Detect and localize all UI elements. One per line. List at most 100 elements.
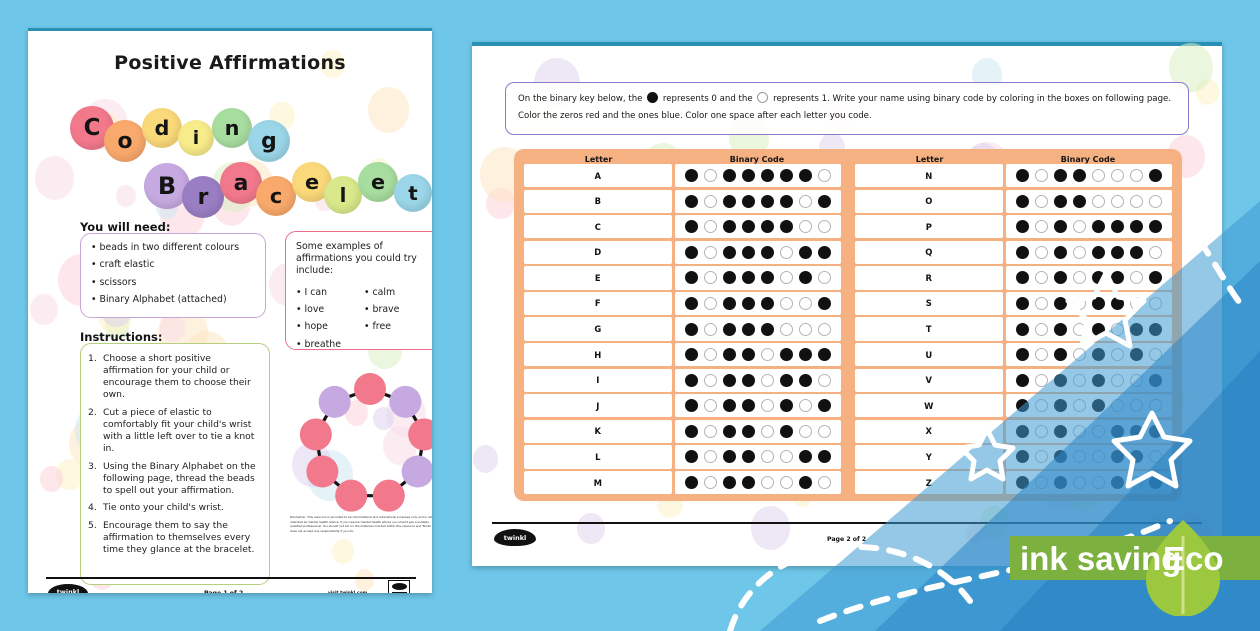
binary-code-cell[interactable] — [674, 470, 841, 495]
binary-code-cell[interactable] — [1005, 470, 1172, 495]
bit-filled-zero[interactable] — [1053, 220, 1067, 234]
bit-empty-one[interactable] — [779, 296, 793, 310]
bit-filled-zero[interactable] — [741, 194, 755, 208]
bit-filled-zero[interactable] — [684, 348, 698, 362]
bit-filled-zero[interactable] — [1015, 373, 1029, 387]
bit-empty-one[interactable] — [1129, 194, 1143, 208]
binary-code-cell[interactable] — [1005, 164, 1172, 188]
bit-filled-zero[interactable] — [1091, 271, 1105, 285]
bit-filled-zero[interactable] — [760, 169, 774, 183]
bit-filled-zero[interactable] — [1053, 476, 1067, 490]
bit-filled-zero[interactable] — [722, 220, 736, 234]
bit-empty-one[interactable] — [1129, 169, 1143, 183]
bit-filled-zero[interactable] — [1015, 245, 1029, 259]
bit-filled-zero[interactable] — [760, 220, 774, 234]
bit-filled-zero[interactable] — [817, 245, 831, 259]
bit-filled-zero[interactable] — [779, 169, 793, 183]
binary-code-cell[interactable] — [674, 419, 841, 443]
bit-filled-zero[interactable] — [1091, 296, 1105, 310]
bit-empty-one[interactable] — [1072, 399, 1086, 413]
bit-filled-zero[interactable] — [722, 348, 736, 362]
binary-code-cell[interactable] — [1005, 445, 1172, 469]
bit-filled-zero[interactable] — [1053, 399, 1067, 413]
bit-filled-zero[interactable] — [1148, 424, 1162, 438]
bit-empty-one[interactable] — [779, 322, 793, 336]
bit-filled-zero[interactable] — [684, 169, 698, 183]
bit-filled-zero[interactable] — [1129, 348, 1143, 362]
bit-filled-zero[interactable] — [1091, 220, 1105, 234]
bit-filled-zero[interactable] — [1015, 169, 1029, 183]
bit-filled-zero[interactable] — [741, 271, 755, 285]
bit-filled-zero[interactable] — [798, 476, 812, 490]
bit-empty-one[interactable] — [760, 450, 774, 464]
binary-code-cell[interactable] — [1005, 266, 1172, 290]
bit-filled-zero[interactable] — [1110, 450, 1124, 464]
bit-filled-zero[interactable] — [1110, 476, 1124, 490]
bit-filled-zero[interactable] — [1091, 373, 1105, 387]
binary-code-cell[interactable] — [1005, 317, 1172, 341]
bit-empty-one[interactable] — [1072, 373, 1086, 387]
bit-filled-zero[interactable] — [798, 271, 812, 285]
bit-empty-one[interactable] — [1110, 348, 1124, 362]
binary-code-cell[interactable] — [1005, 215, 1172, 239]
bit-empty-one[interactable] — [1129, 373, 1143, 387]
bit-empty-one[interactable] — [1110, 399, 1124, 413]
bit-filled-zero[interactable] — [1015, 220, 1029, 234]
bit-filled-zero[interactable] — [722, 296, 736, 310]
bit-empty-one[interactable] — [1034, 476, 1048, 490]
bit-filled-zero[interactable] — [798, 169, 812, 183]
bit-empty-one[interactable] — [703, 424, 717, 438]
bit-filled-zero[interactable] — [722, 373, 736, 387]
binary-code-cell[interactable] — [1005, 189, 1172, 213]
bit-filled-zero[interactable] — [1129, 424, 1143, 438]
bit-filled-zero[interactable] — [760, 271, 774, 285]
binary-code-cell[interactable] — [1005, 419, 1172, 443]
bit-empty-one[interactable] — [1072, 296, 1086, 310]
bit-filled-zero[interactable] — [684, 399, 698, 413]
bit-filled-zero[interactable] — [1053, 169, 1067, 183]
bit-filled-zero[interactable] — [1091, 245, 1105, 259]
bit-empty-one[interactable] — [1110, 373, 1124, 387]
bit-filled-zero[interactable] — [684, 476, 698, 490]
bit-empty-one[interactable] — [1034, 424, 1048, 438]
bit-empty-one[interactable] — [703, 399, 717, 413]
bit-filled-zero[interactable] — [779, 424, 793, 438]
bit-filled-zero[interactable] — [722, 245, 736, 259]
bit-empty-one[interactable] — [703, 194, 717, 208]
bit-filled-zero[interactable] — [760, 322, 774, 336]
bit-filled-zero[interactable] — [1129, 245, 1143, 259]
bit-empty-one[interactable] — [1072, 348, 1086, 362]
bit-filled-zero[interactable] — [1148, 476, 1162, 490]
bit-filled-zero[interactable] — [1053, 450, 1067, 464]
bit-filled-zero[interactable] — [722, 271, 736, 285]
binary-code-cell[interactable] — [674, 189, 841, 213]
bit-filled-zero[interactable] — [1015, 296, 1029, 310]
bit-empty-one[interactable] — [1034, 245, 1048, 259]
bit-filled-zero[interactable] — [1129, 450, 1143, 464]
bit-empty-one[interactable] — [1034, 296, 1048, 310]
bit-filled-zero[interactable] — [1129, 322, 1143, 336]
bit-empty-one[interactable] — [1129, 271, 1143, 285]
binary-code-cell[interactable] — [674, 266, 841, 290]
bit-filled-zero[interactable] — [1053, 424, 1067, 438]
bit-filled-zero[interactable] — [1072, 194, 1086, 208]
bit-filled-zero[interactable] — [722, 450, 736, 464]
bit-filled-zero[interactable] — [1015, 399, 1029, 413]
bit-filled-zero[interactable] — [760, 245, 774, 259]
bit-filled-zero[interactable] — [1015, 348, 1029, 362]
bit-empty-one[interactable] — [1148, 399, 1162, 413]
bit-empty-one[interactable] — [703, 271, 717, 285]
bit-empty-one[interactable] — [1148, 194, 1162, 208]
bit-filled-zero[interactable] — [1091, 348, 1105, 362]
binary-code-cell[interactable] — [674, 445, 841, 469]
bit-filled-zero[interactable] — [1110, 271, 1124, 285]
bit-filled-zero[interactable] — [1110, 245, 1124, 259]
bit-filled-zero[interactable] — [798, 450, 812, 464]
bit-empty-one[interactable] — [703, 169, 717, 183]
bit-filled-zero[interactable] — [684, 450, 698, 464]
bit-empty-one[interactable] — [703, 476, 717, 490]
bit-filled-zero[interactable] — [722, 169, 736, 183]
bit-empty-one[interactable] — [798, 220, 812, 234]
bit-filled-zero[interactable] — [684, 220, 698, 234]
bit-empty-one[interactable] — [1072, 322, 1086, 336]
